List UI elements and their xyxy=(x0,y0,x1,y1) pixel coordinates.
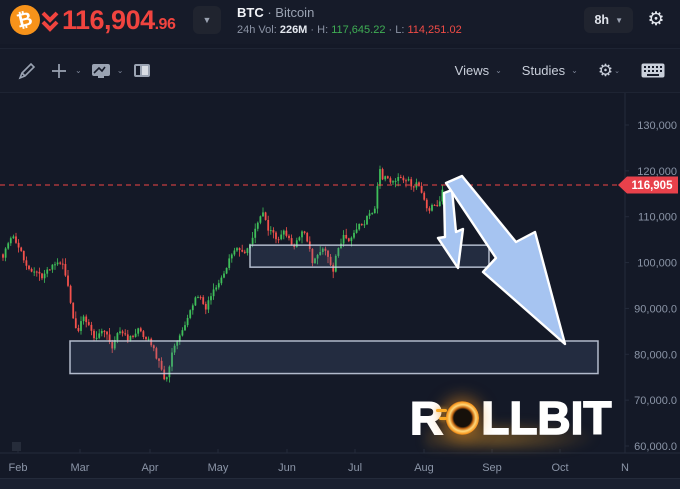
small-down-arrow[interactable] xyxy=(436,188,465,270)
keyboard-shortcuts-icon[interactable] xyxy=(640,58,666,84)
y-axis-label: 90,000.0 xyxy=(634,303,677,315)
resistance-zone[interactable] xyxy=(249,244,490,268)
chart-corner-marker xyxy=(12,442,21,451)
views-menu[interactable]: Views ⌄ xyxy=(454,63,502,78)
symbol-stats: 24h Vol: 226M · H: 117,645.22 · L: 114,2… xyxy=(237,24,462,36)
bitcoin-logo-icon: ₿ xyxy=(10,5,40,35)
chart-type-chevron-icon[interactable]: ⌄ xyxy=(116,66,124,75)
settings-gear-icon[interactable]: ⚙ xyxy=(647,9,665,30)
symbol-title: BTC · Bitcoin xyxy=(237,5,315,20)
chart-settings-gear-icon[interactable]: ⚙ ⌄ xyxy=(597,60,620,80)
rollbit-watermark: R LLBIT xyxy=(409,392,612,444)
add-chevron-icon[interactable]: ⌄ xyxy=(75,66,82,75)
x-axis-label: Feb xyxy=(9,462,28,474)
timeframe-selector[interactable]: 8h ▼ xyxy=(584,7,633,33)
x-axis-label: May xyxy=(208,462,229,474)
y-axis-label: 120,000 xyxy=(637,166,677,178)
x-axis-label: Mar xyxy=(71,462,90,474)
x-axis-label: Apr xyxy=(141,462,158,474)
watermark-text-r: R xyxy=(409,392,444,444)
large-down-arrow[interactable] xyxy=(444,174,567,346)
current-price: 116,904.96 xyxy=(62,5,176,35)
x-axis-label: N xyxy=(621,462,629,474)
x-axis-label: Oct xyxy=(551,462,568,474)
price-dropdown-button[interactable]: ▼ xyxy=(193,6,221,34)
y-axis-label: 80,000.0 xyxy=(634,349,677,361)
y-axis-label: 110,000 xyxy=(638,212,677,224)
symbol-info: BTC · Bitcoin 24h Vol: 226M · H: 117,645… xyxy=(237,5,462,38)
y-axis-label: 70,000.0 xyxy=(634,395,677,407)
x-axis-label: Sep xyxy=(482,462,502,474)
watermark-text-llbit: LLBIT xyxy=(480,392,612,444)
fireball-o-icon xyxy=(436,401,480,435)
candlesticks xyxy=(2,165,444,383)
header-bar: ₿ 116,904.96 ▼ BTC · Bitcoin 24h Vol: 22… xyxy=(0,0,680,44)
last-price-tag-label: 116,905 xyxy=(632,180,674,192)
chart-toolbar: ⌄ ⌄ Views ⌄ Studies ⌄ ⚙ ⌄ xyxy=(0,48,680,93)
y-axis-label: 100,000 xyxy=(637,258,677,270)
add-plus-icon[interactable] xyxy=(46,58,72,84)
y-axis-label: 60,000.0 xyxy=(634,441,677,453)
studies-menu[interactable]: Studies ⌄ xyxy=(521,63,578,78)
bottom-strip xyxy=(0,478,680,489)
x-axis-label: Aug xyxy=(414,462,434,474)
x-axis-label: Jul xyxy=(348,462,362,474)
draw-pencil-icon[interactable] xyxy=(14,58,40,84)
y-axis-label: 130,000 xyxy=(637,120,677,132)
support-zone[interactable] xyxy=(69,340,599,375)
double-chevron-down-icon xyxy=(41,11,59,32)
last-price-tag xyxy=(618,176,678,194)
x-axis-label: Jun xyxy=(278,462,296,474)
chart-type-icon[interactable] xyxy=(88,58,114,84)
layout-panel-icon[interactable] xyxy=(129,58,155,84)
